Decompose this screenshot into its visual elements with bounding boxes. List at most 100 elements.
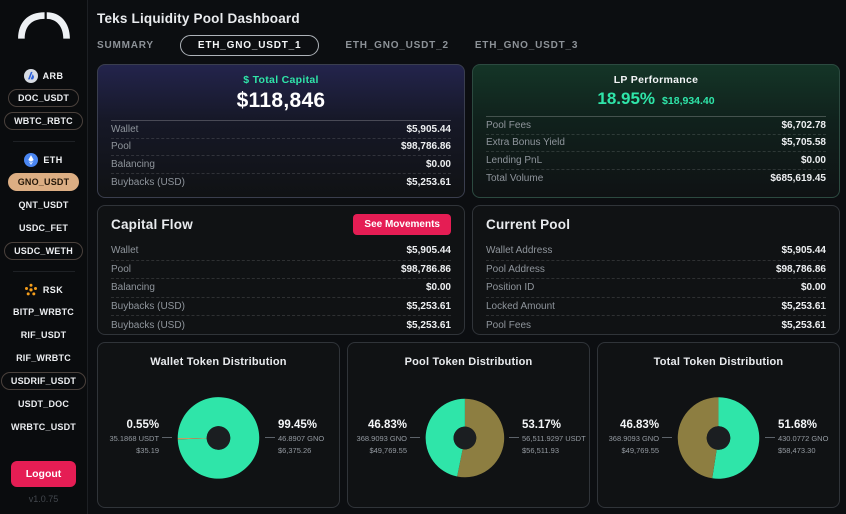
row-value: $5,253.61 [406,301,452,313]
ethereum-icon [24,153,39,167]
sidebar-item-doc_usdt[interactable]: DOC_USDT [7,88,80,107]
pie-usd-value: $56,511.93 [522,445,559,455]
lp-performance-card: LP Performance 18.95% $18,934.40 Pool Fe… [472,64,840,198]
label-connector-right [509,437,520,438]
chart-title: Wallet Token Distribution [150,356,287,368]
lp-performance-percent: 18.95% [597,89,656,108]
row-label: Pool Address [486,263,545,275]
chart-card-3: Total Token Distribution 46.83% 368.9093… [597,342,840,508]
donut-hole [206,425,231,450]
tab-summary[interactable]: SUMMARY [97,39,154,51]
row-label: Buybacks (USD) [111,177,185,189]
capital-flow-title: Capital Flow [111,216,193,232]
see-movements-button[interactable]: See Movements [353,213,451,235]
sidebar-item-rif_usdt[interactable]: RIF_USDT [20,329,67,340]
pie-percent: 51.68% [777,418,817,431]
pie-token-amount: 430.0772 GNO [777,433,829,443]
chart-title: Total Token Distribution [653,356,784,368]
pie-label-right: 99.45% 46.8907 GNO $6,375.26 [278,419,335,456]
teks-logo [17,10,71,47]
pie-percent: 46.83% [367,418,407,431]
row-value: $0.00 [800,154,826,166]
sidebar-item-usdrif_usdt[interactable]: USDRIF_USDT [0,371,87,390]
table-row: Buybacks (USD) $5,253.61 [111,316,452,334]
sidebar-divider [12,271,75,272]
total-capital-card: $ Total Capital $118,846 Wallet $5,905.44… [97,64,465,198]
row-value: $685,619.45 [770,173,826,185]
label-connector-left [162,437,173,438]
current-pool-card: Current Pool Wallet Address $5,905.44 Pool… [472,205,840,335]
pie-label-left: 46.83% 368.9093 GNO $49,769.55 [602,419,659,456]
donut-hole [706,425,731,450]
chart-title: Pool Token Distribution [404,356,533,368]
rsk-icon [24,283,38,297]
row-label: Locked Amount [486,301,555,313]
label-connector-right [764,437,775,438]
row-label: Wallet Address [486,245,553,257]
donut-slice-gno [712,396,760,479]
sidebar-item-usdc_fet[interactable]: USDC_FET [18,222,69,233]
tab-eth_gno_usdt_1[interactable]: ETH_GNO_USDT_1 [179,34,320,56]
row-value: $98,786.86 [400,263,451,275]
donut-slice-usdt [177,437,207,439]
sidebar-group-label: ETH [43,155,63,165]
row-label: Pool [111,141,132,153]
table-row: Total Volume $685,619.45 [486,170,826,188]
row-value: $5,705.58 [781,137,827,149]
sidebar-item-usdc_weth[interactable]: USDC_WETH [4,241,83,260]
table-row: Pool Fees $5,253.61 [486,316,826,334]
row-value: $5,253.61 [406,320,452,332]
pie-token-amount: 56,511.9297 USDT [522,433,586,443]
pie-token-amount: 368.9093 GNO [356,433,407,443]
pie-percent: 53.17% [522,418,562,431]
donut-chart [677,396,760,479]
table-row: Extra Bonus Yield $5,705.58 [486,135,826,153]
row-value: $98,786.86 [775,263,826,275]
pie-usd-value: $49,769.55 [369,445,407,455]
sidebar-divider [12,141,75,142]
table-row: Balancing $0.00 [111,156,451,174]
row-label: Balancing [111,282,155,294]
table-row: Lending PnL $0.00 [486,152,826,170]
tab-eth_gno_usdt_2[interactable]: ETH_GNO_USDT_2 [345,39,449,51]
row-label: Pool [111,263,132,275]
pie-label-right: 53.17% 56,511.9297 USDT $56,511.93 [522,418,586,456]
sidebar-group-label: RSK [42,285,64,295]
donut-slice-gno [425,398,465,477]
row-label: Position ID [486,282,535,294]
sidebar-item-rif_wrbtc[interactable]: RIF_WRBTC [16,352,71,363]
sidebar-item-bitp_wrbtc[interactable]: BITP_WRBTC [13,306,74,317]
sidebar-item-qnt_usdt[interactable]: QNT_USDT [18,199,69,210]
sidebar-item-gno_usdt[interactable]: GNO_USDT [7,172,80,191]
page-title: Teks Liquidity Pool Dashboard [97,11,300,26]
tab-bar: SUMMARY ETH_GNO_USDT_1 ETH_GNO_USDT_2 ETH_G… [97,34,840,56]
row-value: $0.00 [425,282,451,294]
label-connector-left [662,437,673,438]
label-connector-left [410,437,420,438]
row-value: $98,786.86 [400,141,451,153]
sidebar-item-usdt_doc[interactable]: USDT_DOC [17,398,70,409]
donut-chart [177,396,260,479]
logout-button[interactable]: Logout [10,461,77,487]
row-value: $0.00 [800,282,826,294]
row-label: Wallet [111,245,139,257]
table-row: Balancing $0.00 [111,279,451,298]
pie-percent: 99.45% [277,418,317,431]
pie-usd-value: $6,375.26 [277,445,312,455]
row-value: $5,253.61 [406,177,452,189]
arbitrum-icon [23,69,38,83]
table-row: Pool $98,786.86 [111,139,451,157]
table-row: Locked Amount $5,253.61 [486,298,826,317]
sidebar-item-wbtc_rbtc[interactable]: WBTC_RBTC [4,111,83,130]
table-row: Wallet Address $5,905.44 [486,242,826,261]
row-value: $6,702.78 [781,119,827,131]
total-capital-value: $118,846 [236,89,326,112]
tab-eth_gno_usdt_3[interactable]: ETH_GNO_USDT_3 [474,39,579,51]
row-label: Lending PnL [486,154,543,166]
row-label: Extra Bonus Yield [486,137,565,149]
pie-percent: 0.55% [126,418,160,431]
sidebar-item-wrbtc_usdt[interactable]: WRBTC_USDT [11,421,76,432]
row-label: Pool Fees [486,119,532,131]
sidebar-group-eth: ETH [24,153,62,167]
table-row: Pool Address $98,786.86 [486,261,826,280]
